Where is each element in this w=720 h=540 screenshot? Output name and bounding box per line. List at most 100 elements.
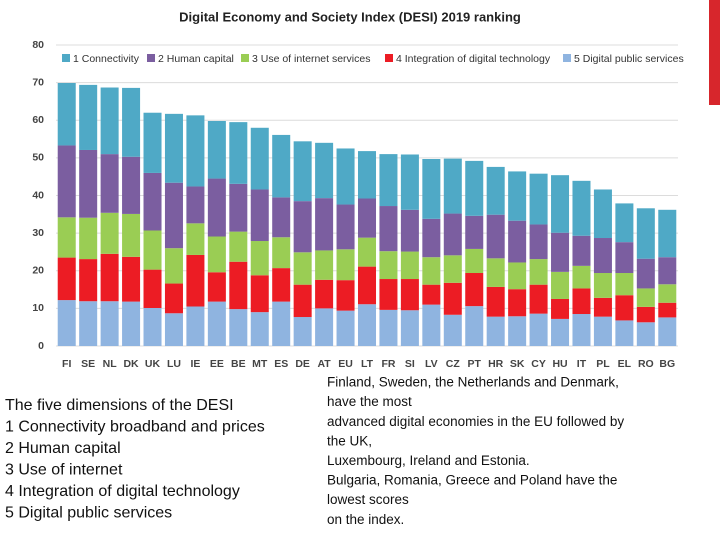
bar-segment <box>636 306 655 323</box>
legend-box <box>58 50 676 68</box>
bar-segment <box>443 314 462 346</box>
bar-segment <box>207 178 226 237</box>
bar-segment <box>486 258 505 287</box>
bar-segment <box>465 248 484 274</box>
bar-segment <box>357 266 377 305</box>
bar-segment <box>615 203 634 243</box>
bar-segment <box>272 197 291 238</box>
bar-segment <box>400 209 419 252</box>
bar-segment <box>572 235 591 266</box>
bar-segment <box>229 122 248 184</box>
bar-segment <box>100 154 119 213</box>
bar-segment <box>122 87 141 157</box>
bar-segment <box>186 223 205 255</box>
bar-segment <box>636 208 655 259</box>
bar-segment <box>229 231 248 262</box>
y-tick-label: 20 <box>32 265 44 277</box>
bar-segment <box>443 213 462 256</box>
left-text-line: 5 Digital public services <box>5 505 172 522</box>
bar-segment <box>293 284 312 318</box>
bar-segment <box>615 273 634 296</box>
bar-segment <box>250 127 269 190</box>
bar-segment <box>572 265 591 289</box>
legend-label: 1 Connectivity <box>73 53 140 65</box>
right-text-line: Bulgaria, Romania, Greece and Poland hav… <box>327 473 617 488</box>
bar-segment <box>100 212 119 254</box>
bar-segment <box>143 172 162 231</box>
bar-segment <box>529 259 548 285</box>
bar-segment <box>57 300 76 346</box>
bar-segment <box>615 320 634 346</box>
bar-segment <box>615 242 634 274</box>
bar-segment <box>293 252 312 285</box>
bar-segment <box>379 251 398 280</box>
bar-segment <box>422 218 441 258</box>
bar-segment <box>400 154 419 210</box>
y-tick-label: 70 <box>32 76 44 88</box>
bar-segment <box>186 306 205 346</box>
bar-segment <box>57 145 76 218</box>
y-tick-label: 0 <box>38 340 44 352</box>
bar-segment <box>229 309 248 346</box>
bar-segment <box>593 189 612 239</box>
bar-segment <box>658 209 677 258</box>
y-tick-label: 50 <box>32 152 44 164</box>
y-tick-label: 60 <box>32 114 44 126</box>
right-text-line: the UK, <box>327 433 372 448</box>
x-tick-label: LV <box>425 358 438 370</box>
bar-segment <box>293 317 312 346</box>
bar-segment <box>486 166 505 215</box>
accent-bar <box>709 0 720 105</box>
bar-segment <box>57 83 76 146</box>
bar-segment <box>272 134 291 198</box>
bar-segment <box>122 301 141 346</box>
bar-segment <box>572 288 591 315</box>
legend-label: 3 Use of internet services <box>252 53 370 65</box>
bar-segment <box>357 304 377 346</box>
x-tick-label: BG <box>659 358 675 370</box>
bar-segment <box>272 268 291 302</box>
bar-segment <box>293 201 312 253</box>
bar-segment <box>529 284 548 314</box>
x-tick-label: UK <box>145 358 161 370</box>
x-tick-label: NL <box>103 358 118 370</box>
legend-label: 2 Human capital <box>158 53 234 65</box>
bar-segment <box>508 262 527 290</box>
bar-segment <box>207 236 226 273</box>
x-tick-label: DK <box>123 358 139 370</box>
bar-segment <box>79 149 98 218</box>
bar-segment <box>443 255 462 283</box>
bar-segment <box>551 271 570 299</box>
bar-segment <box>465 215 484 249</box>
bar-segment <box>486 286 505 317</box>
bar-segment <box>357 151 377 199</box>
left-text-line: 4 Integration of digital technology <box>5 483 240 500</box>
bar-segment <box>572 180 591 236</box>
x-tick-label: IE <box>190 358 200 370</box>
bar-segment <box>186 115 205 187</box>
y-tick-label: 30 <box>32 227 44 239</box>
right-text-line: advanced digital economies in the EU fol… <box>327 414 624 429</box>
x-tick-label: DE <box>295 358 310 370</box>
bar-segment <box>636 322 655 346</box>
bar-segment <box>486 214 505 259</box>
bar-segment <box>529 313 548 346</box>
legend-swatch <box>241 54 249 62</box>
bar-segment <box>315 250 334 280</box>
legend-swatch <box>147 54 155 62</box>
bar-segment <box>100 87 119 155</box>
bar-segment <box>551 298 570 319</box>
bar-segment <box>164 313 183 346</box>
bar-segment <box>486 316 505 346</box>
bar-segment <box>186 186 205 224</box>
bar-segment <box>422 304 441 346</box>
legend-label: 4 Integration of digital technology <box>396 53 551 65</box>
bar-segment <box>379 154 398 207</box>
x-tick-label: FR <box>381 358 395 370</box>
bar-segment <box>422 284 441 305</box>
bar-segment <box>508 171 527 221</box>
bar-segment <box>186 254 205 307</box>
bar-segment <box>207 121 226 179</box>
bar-segment <box>593 316 612 346</box>
bar-segment <box>336 310 355 346</box>
